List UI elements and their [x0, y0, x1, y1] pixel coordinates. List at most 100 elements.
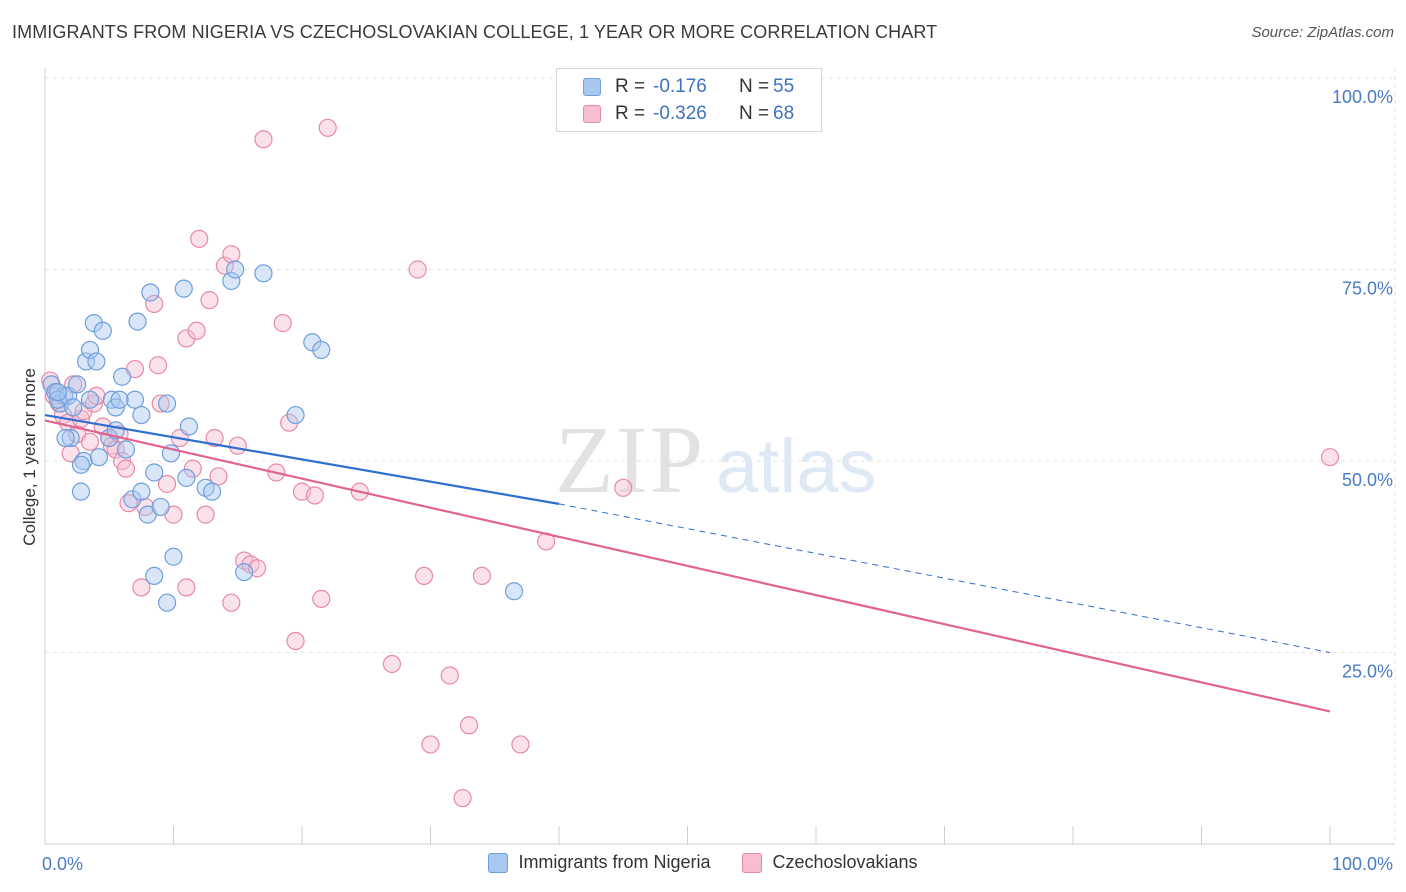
czechoslovakian-point [205, 428, 224, 448]
nigeria-point [174, 279, 193, 298]
series-swatch-blue [488, 852, 509, 873]
czechoslovakian-point [80, 432, 100, 451]
nigeria-point [87, 352, 106, 371]
czechoslovakian-trend-line [44, 419, 1331, 713]
series-legend: Immigrants from Nigeria Czechoslovakians [0, 852, 1406, 873]
series-swatch-pink [742, 852, 763, 873]
nigeria-point [48, 390, 67, 409]
czechoslovakian-point [273, 314, 292, 333]
czechoslovakian-point [472, 566, 491, 586]
x-tick-label-max: 100.0% [1332, 854, 1393, 874]
y-axis-label: College, 1 year or more [20, 368, 39, 546]
legend-n-label: N = [739, 76, 770, 97]
x-tick-label-min: 0.0% [42, 854, 83, 874]
czechoslovakian-point [222, 593, 241, 612]
nigeria-point [202, 482, 222, 501]
czechoslovakian-point [132, 578, 151, 597]
czechoslovakian-point [318, 118, 337, 137]
nigeria-point [77, 352, 96, 371]
axis-labels: 25.0% 50.0% 75.0% 100.0% 0.0% 100.0% College, … [20, 87, 1393, 874]
czechoslovakian-point [148, 356, 168, 375]
nigeria-point [71, 455, 91, 474]
legend-n-label: N = [739, 103, 770, 124]
nigeria-point [504, 582, 524, 601]
y-tick-label: 25.0% [1342, 662, 1393, 682]
series-legend-item-nigeria: Immigrants from Nigeria [488, 852, 710, 873]
czechoslovakian-point [187, 321, 206, 340]
czechoslovakian-point [453, 788, 472, 808]
y-tick-label: 75.0% [1342, 279, 1393, 299]
y-tick-label: 50.0% [1342, 470, 1393, 490]
czechoslovakian-point [74, 402, 93, 421]
legend-n-value: 68 [773, 103, 795, 124]
czechoslovakian-point [106, 440, 125, 459]
legend-swatch-pink [583, 105, 601, 123]
nigeria-point [128, 312, 147, 331]
czechoslovakian-point [222, 245, 241, 264]
chart-title: IMMIGRANTS FROM NIGERIA VS CZECHOSLOVAKI… [12, 22, 938, 42]
czechoslovakian-point [177, 578, 196, 597]
nigeria-point [222, 271, 241, 291]
czechoslovakian-point [382, 654, 402, 674]
czechoslovakian-point [614, 478, 633, 497]
nigeria-point [145, 463, 164, 482]
czechoslovakian-point [183, 459, 202, 478]
czechoslovakian-point [312, 589, 331, 608]
nigeria-point [132, 482, 151, 501]
nigeria-point [112, 367, 132, 386]
legend-row-nigeria: R = -0.176 N = 55 [583, 75, 794, 99]
nigeria-point [286, 405, 305, 425]
nigeria-point [89, 448, 109, 467]
nigeria-point [110, 390, 129, 409]
czechoslovakian-point [228, 436, 247, 455]
czechoslovakian-point [200, 291, 219, 310]
series-legend-label: Immigrants from Nigeria [518, 852, 711, 872]
nigeria-point [235, 562, 254, 582]
nigeria-point [64, 398, 83, 417]
nigeria-point [177, 468, 196, 487]
czechoslovakian-point [414, 566, 434, 586]
series-legend-label: Czechoslovakians [772, 852, 918, 872]
nigeria-point [179, 417, 199, 436]
legend-r-value: -0.176 [653, 76, 707, 97]
legend-r-label: R = [615, 76, 646, 97]
axes [44, 68, 1395, 845]
czechoslovakian-point [305, 486, 324, 505]
czechoslovakian-point [421, 735, 440, 754]
legend-n-value: 55 [773, 76, 795, 97]
czechoslovakian-point [116, 459, 136, 478]
nigeria-point [93, 321, 112, 340]
czechoslovakian-point [196, 505, 215, 524]
nigeria-point [141, 283, 160, 302]
czechoslovakian-point [459, 716, 479, 735]
nigeria-point [157, 394, 177, 413]
trend-lines [44, 413, 1331, 713]
nigeria-point [312, 340, 331, 360]
nigeria-point [125, 390, 145, 409]
nigeria-point [56, 428, 75, 448]
nigeria-point [71, 482, 91, 501]
legend-r-value: -0.326 [653, 103, 707, 124]
nigeria-point [68, 375, 87, 394]
nigeria-trend-line [44, 413, 560, 505]
czechoslovakian-point [1320, 448, 1340, 467]
nigeria-point [80, 390, 100, 409]
legend-swatch-blue [583, 78, 601, 96]
czechoslovakian-point [151, 394, 170, 413]
nigeria-point [151, 497, 170, 517]
nigeria-point [116, 440, 136, 459]
nigeria-point [132, 405, 151, 425]
nigeria-point [226, 260, 245, 279]
series-legend-item-czechoslovakians: Czechoslovakians [742, 852, 918, 873]
czechoslovakian-point [408, 260, 427, 279]
czechoslovakian-point [145, 294, 164, 314]
nigeria-point [164, 547, 183, 566]
watermark-atlas: atlas [716, 424, 877, 509]
czechoslovakian-point [511, 735, 530, 754]
legend-r-label: R = [615, 103, 646, 124]
nigeria-point [48, 382, 67, 402]
correlation-legend: R = -0.176 N = 55 R = -0.326 N = 68 [556, 68, 822, 132]
czechoslovakian-point [157, 474, 177, 494]
czechoslovakian-point [177, 329, 196, 348]
